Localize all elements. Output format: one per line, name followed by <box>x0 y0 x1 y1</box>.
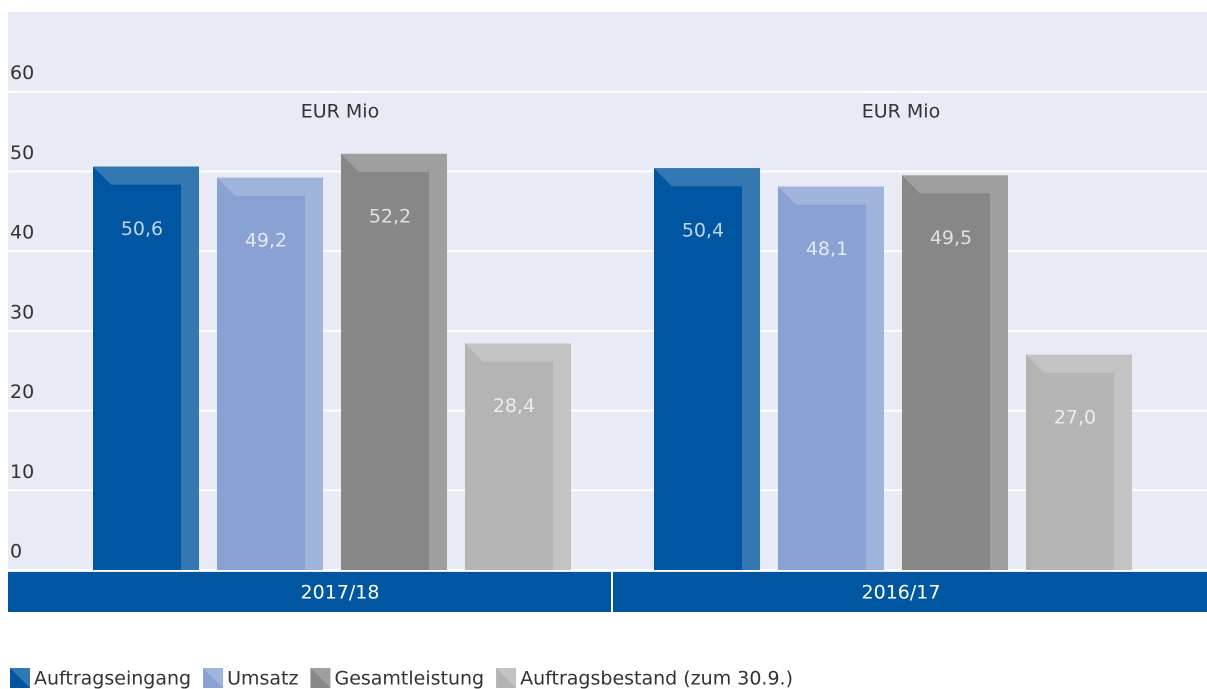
bar-bevel-top <box>217 177 323 196</box>
bar-bevel-top <box>902 175 1008 194</box>
y-tick-label: 30 <box>10 301 34 323</box>
bar-bevel-top <box>778 186 884 205</box>
bar-bevel-right <box>305 177 323 570</box>
bar-bevel-top <box>654 168 760 187</box>
bar-bevel-right <box>1114 354 1132 570</box>
value-label: 49,5 <box>930 227 972 249</box>
value-label: 50,4 <box>682 220 724 242</box>
legend-swatch-shade <box>203 668 224 688</box>
bar-bevel-top <box>93 166 199 185</box>
value-label: 50,6 <box>121 218 163 240</box>
annotation: EUR Mio <box>301 101 379 123</box>
annotation: EUR Mio <box>862 101 940 123</box>
legend-label: Gesamtleistung <box>334 668 484 689</box>
bar-bevel-right <box>742 168 760 571</box>
bar-bevel-right <box>866 186 884 570</box>
y-tick-label: 60 <box>10 62 34 84</box>
value-label: 48,1 <box>806 238 848 260</box>
value-label: 28,4 <box>493 395 535 417</box>
y-tick-label: 50 <box>10 142 34 164</box>
legend-swatch-shade <box>496 668 517 688</box>
y-tick-label: 20 <box>10 381 34 403</box>
legend-swatch-shade <box>310 668 331 688</box>
bar-bevel-top <box>465 343 571 362</box>
value-label: 49,2 <box>245 229 287 251</box>
y-tick-label: 40 <box>10 222 34 244</box>
legend-label: Auftragsbestand (zum 30.9.) <box>520 668 793 689</box>
legend-label: Auftragseingang <box>34 668 191 689</box>
bar-bevel-right <box>181 166 199 570</box>
y-tick-label: 10 <box>10 461 34 483</box>
legend-label: Umsatz <box>227 668 298 689</box>
bar-bevel-top <box>341 153 447 172</box>
bar-bevel-right <box>429 153 447 571</box>
legend-swatch-shade <box>10 668 30 688</box>
x-tick-label: 2017/18 <box>301 582 380 604</box>
x-tick-label: 2016/17 <box>862 582 941 604</box>
y-tick-label: 0 <box>10 541 22 563</box>
bar-bevel-right <box>553 343 571 570</box>
bar-bevel-top <box>1026 354 1132 373</box>
category-band <box>8 572 1207 612</box>
value-label: 52,2 <box>369 205 411 227</box>
bar-bevel-right <box>990 175 1008 570</box>
value-label: 27,0 <box>1054 406 1096 428</box>
